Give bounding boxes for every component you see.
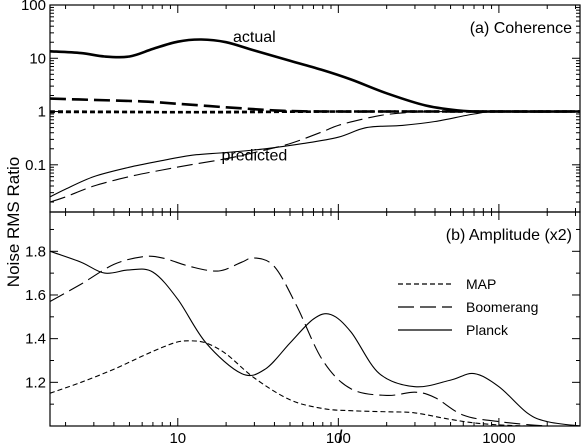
x-tick-label: 100 [326,430,351,447]
panel-label: (a) Coherence [470,20,572,37]
series-boomerang [50,255,580,426]
series-planck-actual [50,38,580,113]
y-tick-label: 0.1 [25,157,46,174]
figure-ylabel: Noise RMS Ratio [4,157,23,287]
y-tick-label: 1.8 [25,243,46,260]
series-map-predicted [50,110,580,114]
panel-amplitude: 10 100 1000 1.8 1.6 1.4 1.2 (b) Amplitude (x2) M… [25,211,581,447]
y-tick-label: 1.6 [25,287,46,304]
y-tick-label: 1.4 [25,331,46,348]
legend-label-boomerang: Boomerang [466,299,538,315]
y-tick-label: 100 [21,0,46,14]
panel-label: (b) Amplitude (x2) [446,227,572,244]
series-planck-predicted [50,110,580,198]
annotation-predicted: predicted [221,148,287,165]
x-tick-label: 10 [169,430,186,447]
series-boomerang-predicted [50,110,580,203]
panel-coherence: 100 10 1 0.1 (a) Coherence actual predicted [21,0,581,213]
annotation-actual: actual [233,29,276,46]
legend-label-map: MAP [466,276,496,292]
series-planck [50,250,580,426]
series-boomerang-actual [50,97,580,113]
figure-xlabel: l [338,427,343,447]
series-map [50,340,580,426]
legend-label-planck: Planck [466,322,509,338]
y-tick-label: 1 [38,104,46,121]
plot-frame [49,211,581,427]
x-tick-label: 1000 [482,430,515,447]
y-tick-label: 10 [29,50,46,67]
y-tick-label: 1.2 [25,374,46,391]
